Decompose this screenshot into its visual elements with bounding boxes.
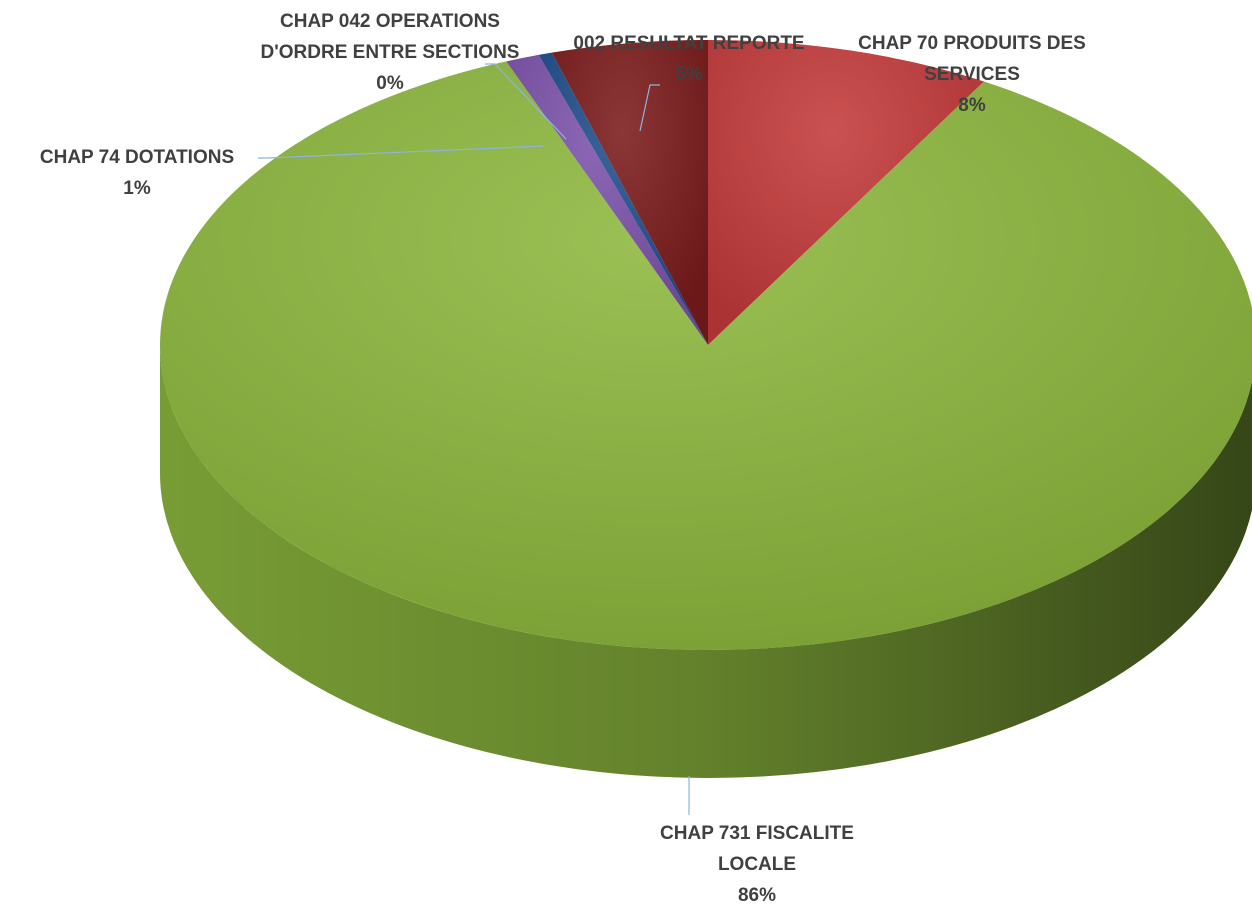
slice-side [160,345,1252,778]
leader-line [485,63,567,140]
data-label: CHAP 042 OPERATIONS D'ORDRE ENTRE SECTIO… [255,6,525,99]
label-name: CHAP 74 DOTATIONS [39,147,235,168]
slice [506,54,708,346]
label-name: CHAP 70 PRODUITS DES SERVICES [858,33,1086,85]
label-name: CHAP 731 FISCALITE LOCALE [660,823,854,875]
label-name: CHAP 042 OPERATIONS D'ORDRE ENTRE SECTIO… [260,11,520,63]
slice [708,40,984,345]
label-value: 5% [675,64,703,85]
label-value: 86% [737,885,777,906]
slice [160,61,1252,650]
slice [551,40,708,345]
leader-lines [258,63,690,815]
slice-gloss [538,52,708,346]
leader-line [639,84,660,132]
pie-sides [160,345,1252,778]
leader-line [258,145,544,159]
data-label: CHAP 74 DOTATIONS 1% [7,142,267,204]
slice-gloss [708,40,984,345]
label-value: 0% [376,73,404,94]
slice [538,52,708,346]
data-label: 002 RESULTAT REPORTE 5% [539,28,839,90]
slice-gloss [551,40,708,345]
label-value: 8% [958,95,986,116]
pie-tops [160,40,1252,650]
label-name: 002 RESULTAT REPORTE [573,33,805,54]
slice-gloss [506,54,708,346]
data-label: CHAP 731 FISCALITE LOCALE 86% [622,818,892,911]
side-shade [160,345,1252,778]
data-label: CHAP 70 PRODUITS DES SERVICES 8% [837,28,1107,121]
slice-gloss [160,61,1252,650]
label-value: 1% [123,178,151,199]
